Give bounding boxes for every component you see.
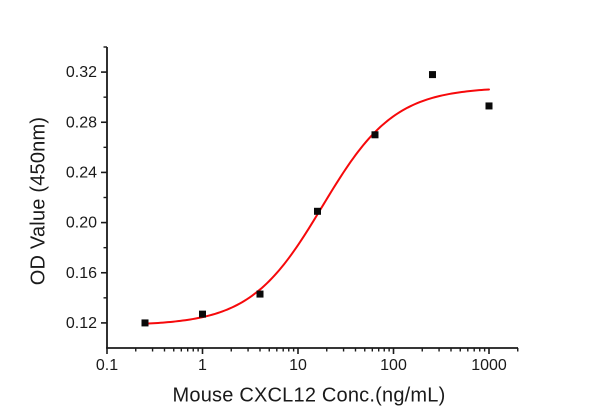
data-point-marker [313,207,321,215]
x-axis-tick-label: 1 [198,357,207,374]
x-axis-tick-label: 1000 [471,357,507,374]
data-point-marker [256,290,264,298]
y-axis-title: OD Value (450nm) [27,116,50,286]
x-axis-title: Mouse CXCL12 Conc.(ng/mL) [172,384,446,407]
y-axis-tick-label: 0.20 [66,215,97,232]
y-axis-tick-label: 0.12 [66,315,97,332]
y-axis-tick-label: 0.24 [66,164,97,181]
fit-curve [142,88,490,325]
x-axis-tick-label: 0.1 [96,357,118,374]
x-axis-tick-label: 10 [289,357,307,374]
x-axis-tick-label: 100 [380,357,407,374]
data-point-marker [371,131,379,139]
data-point-marker [199,310,206,318]
data-point-marker [428,71,436,79]
y-axis-tick-label: 0.16 [66,265,97,282]
y-axis-tick-label: 0.32 [66,64,97,81]
y-axis-tick-label: 0.28 [66,114,97,131]
data-point-marker [485,102,493,110]
data-point-marker [141,319,149,327]
